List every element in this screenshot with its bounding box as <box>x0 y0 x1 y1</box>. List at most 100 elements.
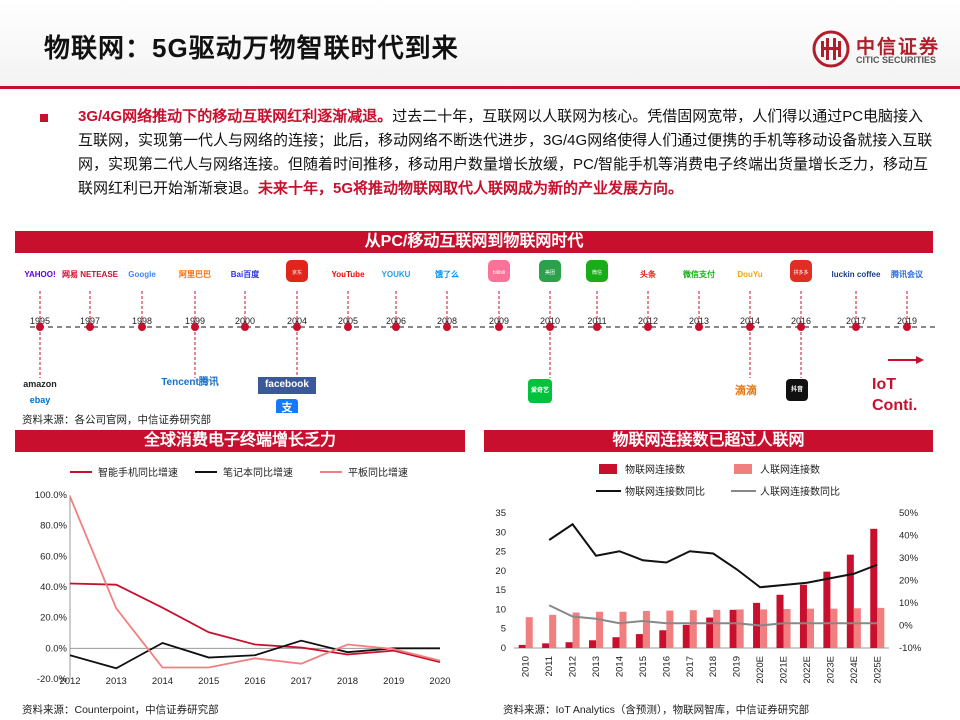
company-logo: YouTube <box>331 270 365 279</box>
timeline-year: 2005 <box>338 316 358 326</box>
bar <box>572 612 580 648</box>
svg-text:DouYu: DouYu <box>737 270 762 279</box>
intro-lead: 3G/4G网络推动下的移动互联网红利逐渐减退。 <box>78 108 393 125</box>
bar <box>806 608 814 648</box>
y-tick-label: 100.0% <box>35 490 68 501</box>
timeline-dot <box>695 323 703 331</box>
logo-en: CITIC SECURITIES <box>856 55 937 65</box>
y-left-tick-label: 10 <box>495 604 506 615</box>
svg-text:微信支付: 微信支付 <box>682 269 715 279</box>
timeline-year: 2004 <box>287 316 307 326</box>
x-tick-label: 2017 <box>685 656 696 677</box>
timeline-dot <box>344 323 352 331</box>
timeline-source: 资料来源：各公司官网，中信证券研究部 <box>22 414 211 426</box>
bar <box>877 607 885 648</box>
company-logo: 京东 <box>286 260 308 282</box>
svg-text:Google: Google <box>128 270 156 279</box>
timeline-title: 从PC/移动互联网到物联网时代 <box>15 231 933 253</box>
company-logo-bottom: Tencent腾讯 <box>161 375 219 388</box>
y-right-tick-label: -10% <box>899 643 922 654</box>
series-line <box>548 522 878 589</box>
header-divider <box>0 86 960 89</box>
y-tick-label: 60.0% <box>40 551 67 562</box>
company-logo: DouYu <box>737 270 762 279</box>
svg-text:滴滴: 滴滴 <box>735 383 757 397</box>
bar <box>713 609 721 648</box>
company-logo-bottom: amazon <box>23 379 57 389</box>
company-logo: YAHOO! <box>24 270 55 279</box>
company-logo: 阿里巴巴 <box>179 270 211 279</box>
bar <box>823 571 831 648</box>
bar <box>760 609 768 648</box>
y-right-tick-label: 50% <box>899 508 919 519</box>
timeline-dot <box>191 323 199 331</box>
company-logo-bottom: facebook <box>258 377 316 394</box>
x-tick-label: 2015 <box>638 656 649 677</box>
bar <box>853 608 861 648</box>
company-logo: YOUKU <box>382 270 411 279</box>
timeline-year: 2011 <box>587 316 606 326</box>
timeline-dot <box>746 323 754 331</box>
timeline-year: 2009 <box>489 316 509 326</box>
svg-text:拼多多: 拼多多 <box>793 269 808 276</box>
x-tick-label: 2013 <box>591 656 602 677</box>
x-tick-label: 2024E <box>849 656 860 683</box>
y-left-tick-label: 0 <box>501 643 506 654</box>
bar <box>706 617 714 648</box>
chart2-source: 资料来源：IoT Analytics（含预测），物联网智库，中信证券研究部 <box>503 704 810 716</box>
x-tick-label: 2025E <box>872 656 883 683</box>
svg-text:YAHOO!: YAHOO! <box>24 270 55 279</box>
bar <box>682 624 690 648</box>
bar <box>830 608 838 648</box>
bar <box>565 642 573 648</box>
svg-text:网易 NETEASE: 网易 NETEASE <box>62 270 119 279</box>
y-left-tick-label: 5 <box>501 624 506 635</box>
timeline-graphic: 1995 1997 1998 1999 2000 2004 2005 2006 2008 2009… <box>23 260 935 413</box>
svg-text:facebook: facebook <box>265 379 309 390</box>
chart-consumer-electronics: 100.0% 80.0% 60.0% 40.0% 20.0% 0.0% -20.0%2012… <box>35 466 451 687</box>
y-left-tick-label: 35 <box>495 508 506 519</box>
svg-text:YOUKU: YOUKU <box>382 270 411 279</box>
x-tick-label: 2010 <box>521 656 532 677</box>
timeline-year: 2006 <box>386 316 406 326</box>
timeline-dot <box>241 323 249 331</box>
legend-swatch <box>599 464 617 474</box>
svg-text:京东: 京东 <box>292 269 302 276</box>
bar <box>846 554 854 648</box>
bar <box>870 528 878 648</box>
x-tick-label: 2014 <box>152 676 173 687</box>
bar <box>659 630 667 648</box>
page-title: 物联网：5G驱动万物智联时代到来 <box>44 33 459 63</box>
bar <box>799 584 807 648</box>
x-tick-label: 2013 <box>106 676 127 687</box>
header-background <box>0 0 960 86</box>
svg-text:爱奇艺: 爱奇艺 <box>531 386 549 394</box>
company-logo-bottom: 支 <box>276 399 298 413</box>
bar <box>518 644 526 648</box>
svg-text:YouTube: YouTube <box>331 270 365 279</box>
timeline-dot <box>852 323 860 331</box>
timeline-year: 2000 <box>235 316 255 326</box>
citic-emblem-icon <box>812 30 850 68</box>
bar <box>525 617 533 648</box>
timeline-year: 2014 <box>740 316 760 326</box>
x-tick-label: 2016 <box>661 656 672 677</box>
x-tick-label: 2016 <box>244 676 265 687</box>
series-line <box>69 496 441 669</box>
bar <box>549 614 557 648</box>
y-tick-label: 0.0% <box>45 643 67 654</box>
bullet-marker <box>40 114 48 122</box>
y-tick-label: -20.0% <box>37 674 68 685</box>
timeline-year: 2010 <box>540 316 560 326</box>
y-right-tick-label: 10% <box>899 598 919 609</box>
company-logo-bottom: 抖音 <box>786 379 808 401</box>
y-left-tick-label: 15 <box>495 585 506 596</box>
legend-swatch <box>734 464 752 474</box>
y-tick-label: 80.0% <box>40 521 67 532</box>
company-logo: 头条 <box>640 269 657 279</box>
y-right-tick-label: 20% <box>899 576 919 587</box>
chart1-title: 全球消费电子终端增长乏力 <box>15 430 465 452</box>
series-line <box>548 604 878 627</box>
timeline-year: 2016 <box>791 316 811 326</box>
bar <box>729 609 737 648</box>
